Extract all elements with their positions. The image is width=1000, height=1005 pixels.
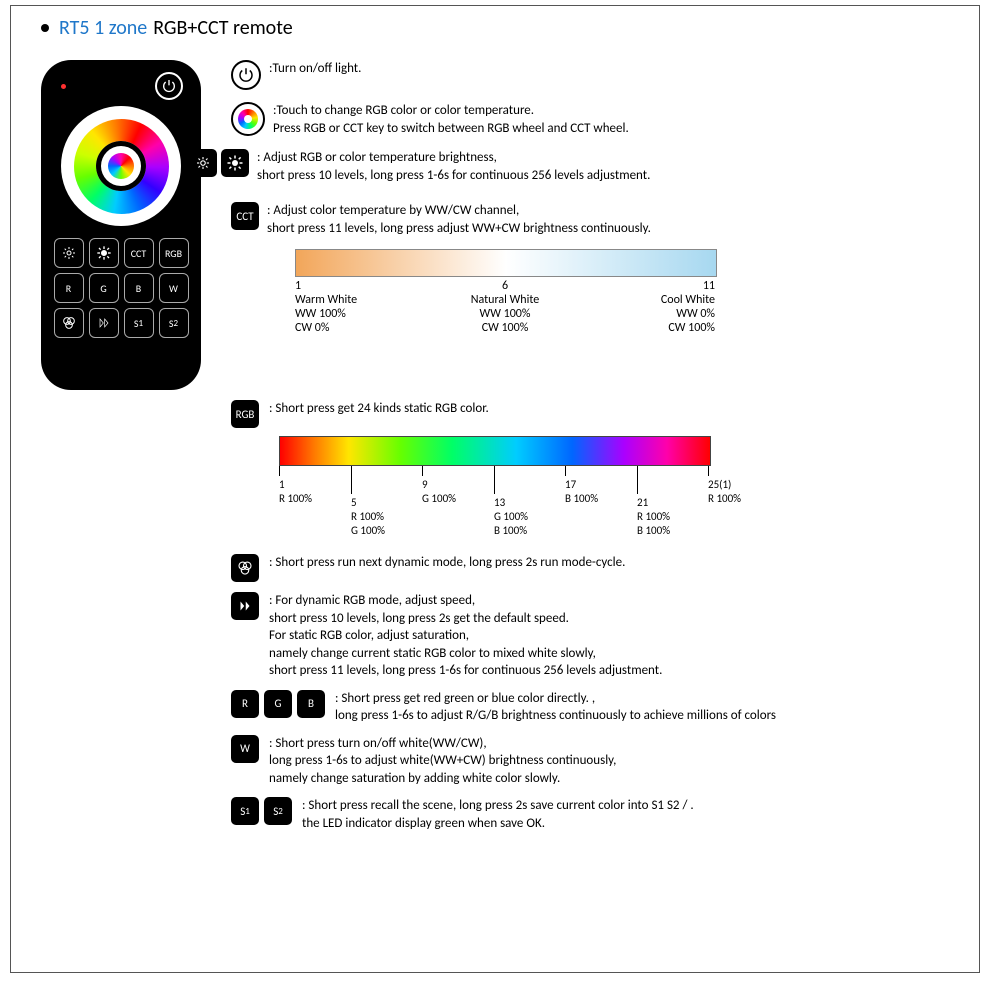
- cct-natural-label: 6 Natural White WW 100% CW 100%: [435, 279, 575, 335]
- page-title: RT5 1 zone RGB+CCT remote: [41, 16, 964, 40]
- cct-desc: : Adjust color temperature by WW/CW chan…: [267, 202, 651, 237]
- remote-illustration: CCT RGB R G B W S1 S2: [41, 60, 201, 390]
- speed-box-icon: [231, 592, 259, 620]
- color-wheel-icon: [61, 106, 181, 226]
- cct-button: CCT: [124, 238, 154, 268]
- title-bullet: [41, 24, 49, 32]
- cct-labels: 1 Warm White WW 100% CW 0% 6 Natural Whi…: [295, 279, 715, 335]
- white-desc: : Short press turn on/off white(WW/CW), …: [269, 735, 616, 788]
- led-indicator-icon: [61, 84, 66, 89]
- r-button: R: [54, 273, 84, 303]
- power-desc: :Turn on/off light.: [269, 60, 361, 78]
- rgb-desc: : Short press get 24 kinds static RGB co…: [269, 400, 489, 418]
- scene-desc: : Short press recall the scene, long pre…: [302, 797, 694, 832]
- speed-button-icon: [89, 308, 119, 338]
- g-box-icon: G: [264, 690, 292, 718]
- s2-box-icon: S2: [264, 797, 292, 825]
- brightness-up-box-icon: [221, 149, 249, 177]
- wheel-desc: :Touch to change RGB color or color temp…: [273, 102, 629, 137]
- rgb-btns-desc: : Short press get red green or blue colo…: [335, 690, 776, 725]
- rgb-spectrum-bar: [279, 436, 711, 466]
- r-box-icon: R: [231, 690, 259, 718]
- power-icon: [231, 60, 261, 90]
- brightness-up-icon: [89, 238, 119, 268]
- s1-button: S1: [124, 308, 154, 338]
- cct-warm-label: 1 Warm White WW 100% CW 0%: [295, 279, 435, 335]
- b-box-icon: B: [297, 690, 325, 718]
- cct-box-icon: CCT: [231, 202, 259, 230]
- s1-box-icon: S1: [231, 797, 259, 825]
- brightness-desc: : Adjust RGB or color temperature bright…: [257, 149, 650, 184]
- cct-cool-label: 11 Cool White WW 0% CW 100%: [575, 279, 715, 335]
- mode-button-icon: [54, 308, 84, 338]
- s2-button: S2: [159, 308, 189, 338]
- brightness-down-box-icon: [189, 149, 217, 177]
- power-button-icon: [155, 72, 183, 100]
- mode-desc: : Short press run next dynamic mode, lon…: [269, 554, 625, 572]
- cct-gradient-bar: [295, 249, 717, 277]
- mode-box-icon: [231, 554, 259, 582]
- rgb-tick-labels: 1 R 100%5 R 100% G 100%9 G 100%13 G 100%…: [279, 466, 709, 544]
- rgb-button: RGB: [159, 238, 189, 268]
- title-type: RGB+CCT remote: [153, 16, 292, 40]
- speed-desc: : For dynamic RGB mode, adjust speed, sh…: [269, 592, 662, 680]
- title-model: RT5 1 zone: [59, 16, 147, 40]
- remote-button-grid: CCT RGB R G B W S1 S2: [54, 238, 189, 338]
- w-button: W: [159, 273, 189, 303]
- brightness-down-icon: [54, 238, 84, 268]
- color-wheel-small-icon: [231, 102, 265, 136]
- b-button: B: [124, 273, 154, 303]
- rgb-box-icon: RGB: [231, 400, 259, 428]
- g-button: G: [89, 273, 119, 303]
- w-box-icon: W: [231, 735, 259, 763]
